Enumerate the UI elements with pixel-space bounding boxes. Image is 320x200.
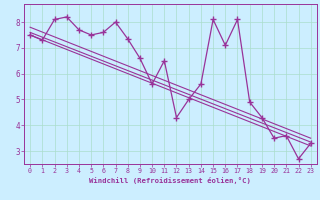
X-axis label: Windchill (Refroidissement éolien,°C): Windchill (Refroidissement éolien,°C) — [90, 177, 251, 184]
